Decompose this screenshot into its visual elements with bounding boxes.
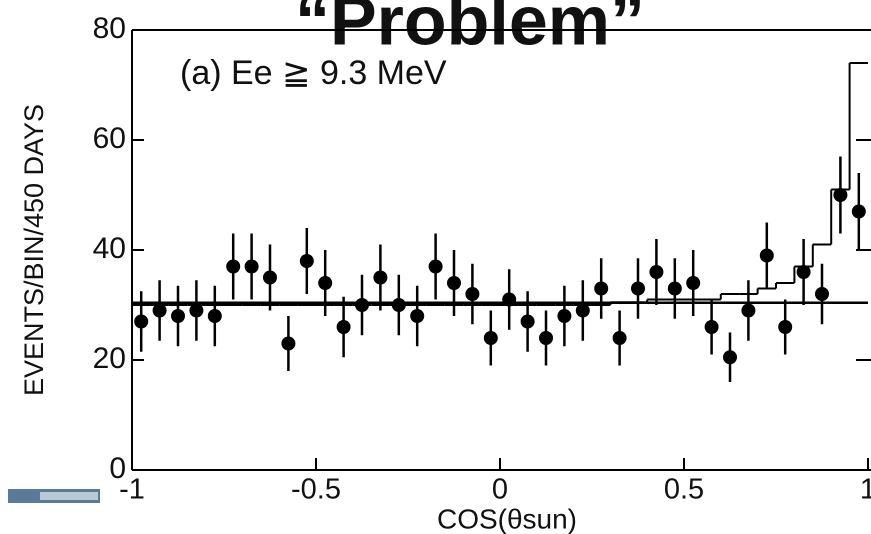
data-point [244, 259, 259, 274]
data-point [483, 331, 498, 345]
y-tick-label: 0 [109, 452, 126, 485]
data-point [631, 281, 645, 296]
x-tick-label: 1 [860, 474, 871, 506]
data-point [851, 204, 866, 219]
data-point [833, 188, 848, 202]
data-point [226, 259, 241, 274]
data-point [741, 303, 756, 318]
data-point [759, 248, 774, 263]
y-tick-label: 40 [93, 232, 126, 265]
y-tick-label: 80 [93, 12, 126, 45]
data-point [447, 276, 461, 290]
data-point [557, 309, 572, 323]
data-point [410, 309, 425, 323]
data-point [704, 320, 719, 334]
data-point [649, 265, 664, 279]
data-point [465, 287, 480, 301]
data-point [318, 276, 333, 290]
y-axis-label: EVENTS/BIN/450 DAYS [19, 104, 49, 396]
data-point [134, 314, 149, 329]
data-point [207, 309, 222, 323]
x-tick-label: -0.5 [291, 474, 341, 506]
data-point [171, 309, 185, 323]
data-point [815, 287, 829, 301]
data-point [336, 320, 351, 334]
y-tick-label: 20 [93, 342, 126, 375]
data-point [575, 303, 590, 318]
data-point [539, 331, 553, 345]
data-point [281, 336, 296, 351]
data-point [373, 270, 388, 285]
data-point [189, 303, 204, 318]
data-point [667, 281, 682, 296]
data-point [796, 265, 811, 279]
data-point [299, 254, 314, 268]
data-point [594, 281, 609, 296]
annotation: (a) Ee ≧ 9.3 MeV [180, 54, 447, 92]
data-point [520, 314, 535, 329]
y-tick-label: 60 [93, 122, 126, 155]
x-tick-label: 0.5 [664, 474, 704, 506]
thumbnail-highlight [40, 492, 98, 500]
data-point [778, 320, 793, 334]
data-point [723, 350, 737, 365]
data-point [686, 276, 701, 290]
data-point [263, 270, 277, 285]
x-axis-label: COS(θsun) [437, 503, 577, 534]
data-point [612, 331, 627, 345]
data-point [428, 259, 443, 274]
data-point [152, 303, 167, 318]
x-tick-label: 0 [492, 474, 508, 506]
x-tick-label: -1 [119, 474, 145, 506]
